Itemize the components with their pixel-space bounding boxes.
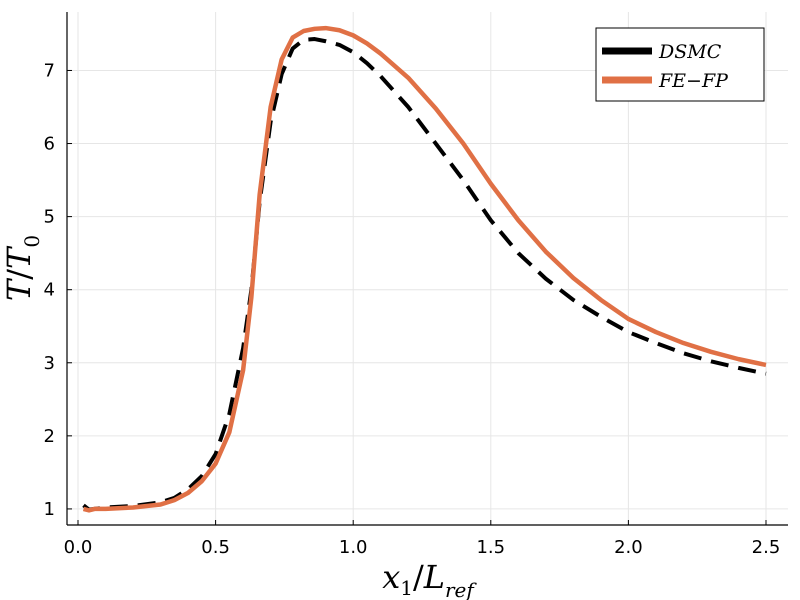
x-axis-label-base: x — [382, 558, 400, 596]
x-tick-label: 2.0 — [614, 537, 643, 558]
x-axis-label-sub: 1 — [400, 576, 413, 600]
x-tick-label: 1.5 — [476, 537, 505, 558]
legend: DSMC FE−FP — [595, 27, 765, 102]
x-tick-label: 2.5 — [752, 537, 781, 558]
y-tick-label: 2 — [44, 426, 55, 447]
axes — [66, 12, 788, 526]
y-tick-label: 3 — [44, 353, 55, 374]
fe-fp-series-line — [82, 25, 767, 513]
x-tick-label: 1.0 — [339, 537, 368, 558]
y-axis-label-base2: T — [0, 245, 38, 269]
y-axis-label-base: T — [0, 277, 38, 301]
x-axis-label-sub2: ref — [445, 578, 477, 600]
y-axis-label-sub2: 0 — [20, 235, 44, 248]
x-axis-label-base2: L — [423, 558, 445, 596]
series-lines — [82, 25, 767, 513]
dsmc-series-line — [82, 37, 767, 512]
x-axis-label-slash: / — [413, 558, 424, 596]
y-tick-label: 4 — [44, 280, 55, 301]
y-tick-label: 1 — [44, 499, 55, 520]
legend-label-fe-fp: FE−FP — [658, 70, 729, 92]
legend-box — [595, 27, 765, 102]
y-tick-label: 7 — [44, 60, 55, 81]
x-axis-label: x1/Lref — [382, 558, 477, 600]
x-tick-label: 0.0 — [64, 537, 93, 558]
x-tick-label: 0.5 — [201, 537, 230, 558]
y-tick-label: 5 — [44, 207, 55, 228]
y-axis-label-slash: / — [0, 269, 38, 280]
y-tick-label: 6 — [44, 134, 55, 155]
legend-label-dsmc: DSMC — [658, 41, 722, 63]
tick-labels: 0.0 0.5 1.0 1.5 2.0 2.5 1 2 3 4 5 6 7 — [44, 60, 781, 558]
y-axis-label: T/T0 — [0, 235, 44, 301]
